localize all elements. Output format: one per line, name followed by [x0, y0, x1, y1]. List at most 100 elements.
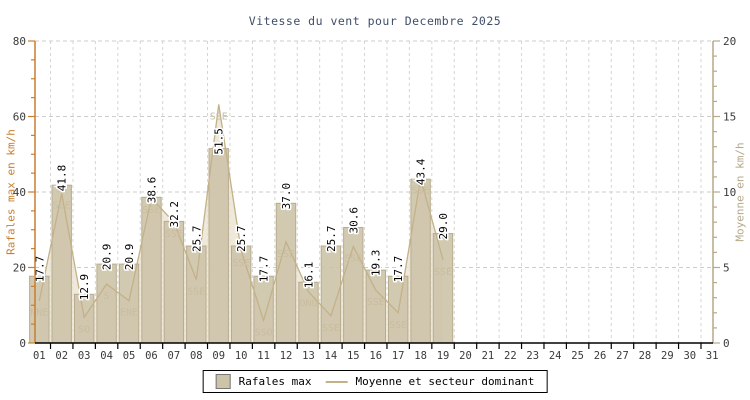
x-tick-label-07: 07: [168, 350, 181, 362]
legend: Rafales max Moyenne et secteur dominant: [202, 370, 548, 393]
x-axis: 01 02 03 04 05 06 07 08 09 10 11 12 13 14 15 16 17 18 19 20…: [33, 342, 719, 362]
sector-label-09: SSE: [210, 111, 228, 122]
bar-value-day-01: 17.7: [33, 256, 46, 283]
sector-label-10: SSE: [232, 258, 250, 269]
sector-label-06: SSE: [142, 205, 160, 216]
x-tick-label-19: 19: [437, 350, 450, 362]
bar-value-day-10: 25.7: [235, 225, 248, 251]
right-axis: 0 5 10 15 20: [712, 35, 736, 350]
x-tick-label-17: 17: [392, 350, 405, 362]
sector-label-17: SSE: [389, 320, 407, 331]
sector-label-18: SSE: [412, 185, 430, 196]
x-tick-label-31: 31: [706, 350, 719, 362]
bar-value-day-16: 19.3: [370, 250, 383, 277]
x-tick-label-08: 08: [190, 350, 203, 362]
bar-value-day-07: 32.2: [168, 201, 181, 228]
x-tick-label-24: 24: [549, 350, 562, 362]
svg-text:0: 0: [723, 337, 730, 350]
sector-label-03: SO: [78, 324, 90, 335]
bar-day-15: [343, 227, 364, 344]
svg-text:60: 60: [13, 111, 26, 124]
x-tick-label-20: 20: [459, 350, 472, 362]
x-tick-label-29: 29: [661, 350, 674, 362]
x-tick-label-25: 25: [571, 350, 584, 362]
sector-label-13: ONO: [299, 299, 317, 310]
left-axis: 0 20 40 60 80: [13, 35, 36, 350]
bar-day-09: [208, 148, 229, 344]
x-tick-label-11: 11: [257, 350, 270, 362]
svg-text:0: 0: [19, 337, 26, 350]
bar-value-day-15: 30.6: [347, 207, 360, 234]
x-tick-label-04: 04: [100, 350, 113, 362]
bar-value-day-17: 17.7: [392, 256, 405, 283]
x-tick-label-23: 23: [526, 350, 539, 362]
x-tick-label-18: 18: [414, 350, 427, 362]
sector-label-07: SSE: [165, 229, 183, 240]
bar-value-day-03: 12.9: [78, 274, 91, 301]
bar-value-day-11: 17.7: [258, 256, 271, 283]
svg-text:20: 20: [723, 35, 736, 48]
legend-moyenne-label: Moyenne et secteur dominant: [355, 375, 535, 388]
x-tick-label-16: 16: [369, 350, 382, 362]
sector-label-08: SSE: [187, 287, 205, 298]
bar-day-04: [96, 263, 117, 344]
rafales-bars: [29, 148, 454, 344]
sector-label-01: NNE: [30, 308, 48, 319]
svg-text:15: 15: [723, 111, 736, 124]
sector-label-14: SSE: [322, 323, 340, 334]
bar-value-day-14: 25.7: [325, 225, 338, 252]
svg-text:5: 5: [723, 262, 730, 275]
sector-label-02: SSE: [53, 201, 71, 212]
svg-text:40: 40: [13, 186, 26, 199]
sector-label-19: SSE: [434, 267, 452, 278]
bar-value-day-12: 37.0: [280, 183, 293, 210]
x-tick-label-06: 06: [145, 350, 158, 362]
bar-day-19: [432, 233, 454, 344]
legend-rafales-label: Rafales max: [238, 375, 312, 388]
bar-day-06: [141, 196, 162, 344]
x-tick-label-09: 09: [212, 350, 225, 362]
sector-label-15: SSE: [344, 253, 362, 264]
bar-day-12: [275, 202, 297, 344]
sector-label-16: SSE: [367, 297, 385, 308]
chart-title: Vitesse du vent pour Decembre 2025: [248, 14, 502, 28]
svg-text:10: 10: [723, 186, 736, 199]
sector-labels: NNE SSE SO S ENE SSE SSE SSE SSE SSE SSO SSE ONO SSE S…: [30, 111, 452, 338]
bar-day-05: [118, 263, 140, 344]
moyenne-area: [39, 104, 444, 344]
bar-value-labels: 17.7 41.8 12.9 20.9 20.9 38.6 32.2 25.7 51.5 25.7…: [32, 127, 452, 302]
x-tick-label-13: 13: [302, 350, 315, 362]
bar-value-day-09: 51.5: [213, 128, 226, 155]
bar-value-day-08: 25.7: [190, 225, 203, 252]
x-tick-label-05: 05: [123, 350, 136, 362]
x-tick-label-15: 15: [347, 350, 360, 362]
x-tick-label-27: 27: [616, 350, 629, 362]
moyenne-swatch: [325, 380, 348, 383]
bar-value-day-19: 29.0: [437, 213, 450, 240]
x-tick-label-14: 14: [325, 350, 338, 362]
x-tick-label-26: 26: [594, 350, 607, 362]
bar-value-day-04: 20.9: [101, 244, 114, 271]
bar-value-day-06: 38.6: [145, 177, 158, 204]
moyenne-line: [38, 104, 444, 323]
x-tick-label-22: 22: [504, 350, 517, 362]
bar-day-03: [74, 293, 95, 344]
x-tick-label-12: 12: [280, 350, 293, 362]
x-tick-label-03: 03: [78, 350, 91, 362]
sector-label-12: SSE: [277, 249, 295, 260]
sector-label-04: S: [104, 291, 110, 302]
x-tick-label-21: 21: [482, 350, 495, 362]
rafales-swatch: [215, 374, 231, 389]
x-tick-label-02: 02: [55, 350, 68, 362]
bar-value-day-05: 20.9: [123, 244, 136, 271]
svg-text:20: 20: [13, 262, 26, 275]
x-tick-label-30: 30: [683, 350, 696, 362]
sector-label-11: SSO: [255, 327, 273, 338]
x-tick-label-01: 01: [33, 350, 46, 362]
bar-value-day-13: 16.1: [302, 262, 315, 289]
sector-label-05: ENE: [120, 308, 138, 319]
bar-value-day-18: 43.4: [415, 158, 428, 185]
bar-value-day-02: 41.8: [56, 165, 69, 192]
